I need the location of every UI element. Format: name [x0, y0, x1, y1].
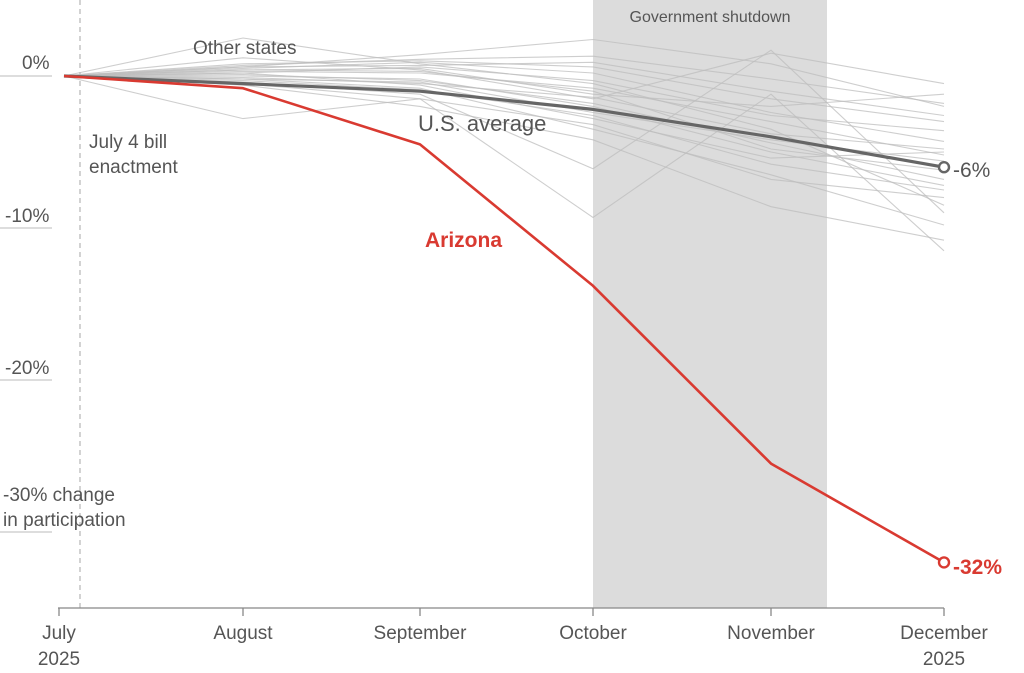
- y-tick-label-0: 0%: [22, 53, 50, 74]
- arizona-end-point: [937, 556, 951, 569]
- us-average-label: U.S. average: [418, 111, 546, 136]
- other-state-line-10: [63, 70, 945, 156]
- x-tick-label-0: July: [42, 623, 76, 644]
- y-tick-label-3: -30% change: [3, 485, 115, 506]
- other-state-line-7: [63, 75, 945, 252]
- y-tick-marks: [0, 75, 52, 533]
- enactment-label-line2: enactment: [89, 157, 178, 178]
- u-s-average-end-point: [937, 160, 951, 174]
- arizona-line: [63, 74, 945, 564]
- x-tick-label-1: August: [213, 623, 273, 644]
- u-s-average-line: [63, 74, 945, 169]
- other-state-line-14: [63, 55, 945, 104]
- other-state-line-18: [63, 69, 945, 171]
- x-tick-marks: [58, 608, 945, 616]
- other-state-line-20: [63, 61, 945, 117]
- x-tick-label-2: September: [374, 623, 468, 644]
- x-tick-label-0-year: 2025: [38, 649, 80, 670]
- x-tick-label-4: November: [727, 623, 815, 644]
- y-tick-label-1: -10%: [5, 206, 49, 227]
- arizona-end-label: -32%: [953, 556, 1002, 579]
- other-state-line-11: [63, 73, 945, 180]
- y-tick-label-2: -20%: [5, 358, 49, 379]
- other-state-line-15: [63, 75, 945, 150]
- x-tick-label-3: October: [559, 623, 627, 644]
- other-state-line-13: [63, 75, 945, 191]
- main-series-lines: [63, 74, 951, 569]
- other-state-line-1: [63, 52, 945, 100]
- x-tick-label-5-year: 2025: [923, 649, 965, 670]
- other-states-label: Other states: [193, 38, 297, 59]
- x-tick-label-5: December: [900, 623, 988, 644]
- shutdown-label: Government shutdown: [630, 9, 791, 26]
- other-state-line-12: [63, 61, 945, 142]
- us-average-end-label: -6%: [953, 159, 990, 182]
- y-axis-note: in participation: [3, 510, 126, 531]
- other-state-line-19: [64, 75, 945, 186]
- arizona-label: Arizona: [425, 229, 502, 252]
- enactment-label-line1: July 4 bill: [89, 132, 167, 153]
- other-state-line-16: [63, 66, 945, 132]
